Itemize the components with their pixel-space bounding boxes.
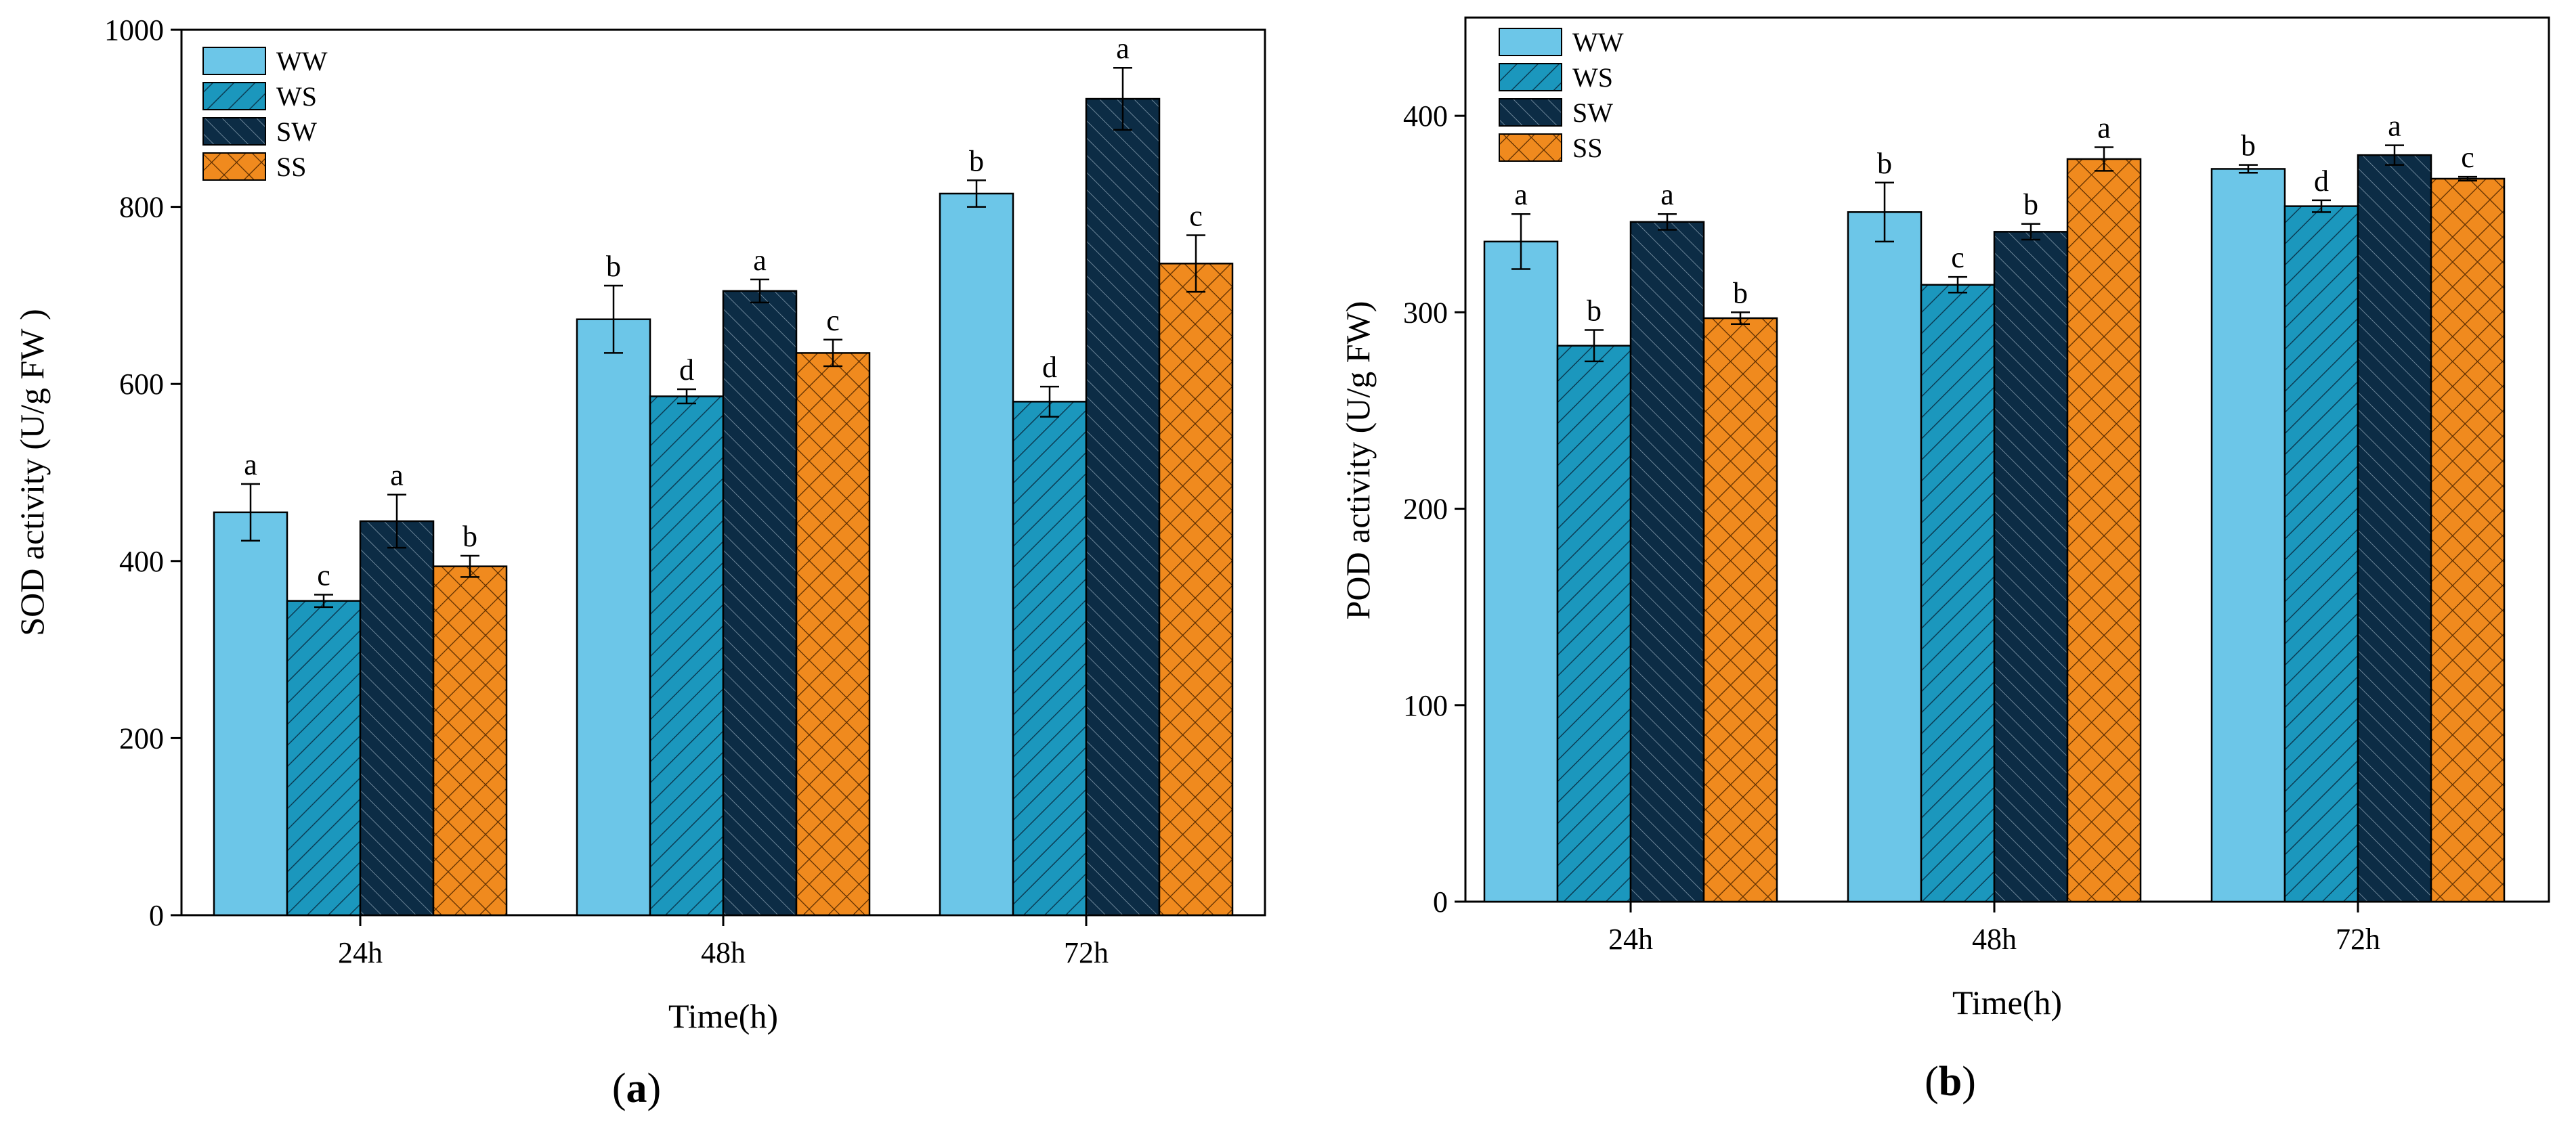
sod-significance-letter: c	[1189, 199, 1203, 232]
pod-y-tick-label: 200	[1403, 493, 1448, 526]
sod-significance-letter: d	[1042, 351, 1057, 384]
sod-bar-sw	[1085, 97, 1161, 917]
sod-legend-label-sw: SW	[276, 116, 317, 147]
pod-significance-letter: b	[2241, 129, 2256, 162]
sod-bar-ws	[1012, 401, 1088, 917]
pod-significance-letter: a	[2097, 112, 2111, 145]
pod-bar-ww	[1483, 240, 1559, 903]
pod-bar-ww	[2210, 168, 2286, 903]
sod-bar-ww	[576, 318, 651, 917]
sod-bar-ss	[432, 565, 508, 917]
pod-significance-letter: b	[1587, 294, 1602, 327]
pod-x-tick-label: 24h	[1608, 923, 1653, 956]
pod-legend-label-ss: SS	[1572, 133, 1603, 163]
pod-legend: WW WS SW SS	[1499, 27, 1624, 163]
sod-y-tick-label: 800	[119, 191, 164, 224]
pod-legend-label-ws: WS	[1572, 62, 1613, 93]
sod-significance-letter: b	[606, 250, 621, 283]
sod-x-axis-title: Time(h)	[668, 997, 778, 1035]
pod-y-tick-label: 400	[1403, 100, 1448, 133]
sod-significance-letter: a	[1116, 32, 1130, 65]
panel-label-b: (b)	[1925, 1059, 1976, 1105]
sod-y-axis: 0 200 400 600 800 1000	[104, 14, 181, 932]
pod-bar-ws	[2283, 205, 2359, 903]
sod-x-tick-label: 24h	[338, 936, 383, 969]
pod-significance-letter: a	[1660, 178, 1674, 211]
sod-legend-label-ws: WS	[276, 81, 317, 112]
pod-significance-letter: a	[2388, 110, 2401, 143]
sod-legend-swatch-ws	[202, 82, 266, 110]
sod-y-tick-label: 600	[119, 368, 164, 401]
pod-legend-label-sw: SW	[1572, 97, 1613, 128]
sod-y-tick-label: 0	[149, 899, 164, 932]
sod-bar-sw	[722, 290, 798, 917]
sod-bar-ws	[286, 600, 362, 917]
pod-legend-swatch-ss	[1499, 133, 1562, 162]
pod-y-tick-label: 300	[1403, 296, 1448, 329]
pod-bar-ww	[1847, 211, 1923, 903]
pod-bar-ss	[2066, 158, 2142, 903]
sod-bar-ww	[213, 511, 288, 917]
pod-bar-ws	[1556, 345, 1632, 903]
pod-significance-letter: b	[1877, 147, 1892, 180]
pod-x-axis: 24h 48h 72h	[1608, 902, 2380, 956]
pod-bar-ws	[1920, 284, 1996, 903]
pod-x-tick-label: 48h	[1972, 923, 2017, 956]
sod-legend-swatch-ss	[202, 152, 266, 181]
sod-y-tick-label: 400	[119, 545, 164, 578]
pod-bar-ss	[2430, 177, 2506, 903]
sod-y-tick-label: 200	[119, 722, 164, 755]
sod-bar-sw	[359, 520, 435, 917]
sod-bar-ss	[795, 352, 871, 917]
sod-legend-label-ww: WW	[276, 46, 328, 76]
sod-bar-ws	[649, 395, 725, 917]
pod-significance-letter: d	[2314, 164, 2329, 198]
sod-bar-ww	[939, 192, 1014, 917]
pod-significance-letter: b	[2023, 188, 2038, 221]
sod-significance-letter: d	[679, 353, 694, 387]
pod-legend-label-ww: WW	[1572, 27, 1624, 58]
pod-x-tick-label: 72h	[2336, 923, 2380, 956]
pod-y-tick-label: 0	[1433, 885, 1448, 919]
pod-bar-sw	[1993, 231, 2069, 903]
panel-label-a: (a)	[612, 1065, 661, 1111]
pod-y-axis: 0 100 200 300 400	[1403, 100, 1465, 919]
pod-y-axis-title: POD activity (U/g FW)	[1339, 301, 1377, 620]
sod-significance-letter: c	[826, 304, 840, 337]
pod-legend-swatch-ws	[1499, 63, 1562, 91]
sod-legend-swatch-sw	[202, 117, 266, 146]
sod-bars: a b b c d d a a a b c c	[213, 32, 1234, 917]
sod-significance-letter: a	[753, 244, 767, 277]
sod-significance-letter: b	[463, 520, 477, 553]
pod-significance-letter: c	[1951, 241, 1965, 274]
pod-bar-sw	[2357, 154, 2432, 903]
pod-significance-letter: c	[2461, 141, 2474, 174]
pod-legend-swatch-sw	[1499, 98, 1562, 127]
sod-y-tick-label: 1000	[104, 14, 164, 47]
sod-significance-letter: a	[390, 459, 404, 492]
sod-x-tick-label: 72h	[1064, 936, 1109, 969]
sod-x-tick-label: 48h	[701, 936, 746, 969]
pod-y-tick-label: 100	[1403, 689, 1448, 722]
sod-significance-letter: b	[969, 144, 984, 177]
sod-legend-swatch-ww	[202, 47, 266, 75]
pod-significance-letter: a	[1514, 178, 1528, 211]
sod-significance-letter: c	[317, 559, 330, 592]
pod-bars: a b b b c d a b a b a c	[1483, 110, 2506, 903]
pod-bar-sw	[1629, 221, 1705, 903]
sod-x-axis: 24h 48h 72h	[338, 915, 1109, 969]
sod-chart: 0 200 400 600 800 1000 24h 48h 72h a b b c d d a a a b c c…	[13, 14, 1266, 1111]
pod-x-axis-title: Time(h)	[1952, 984, 2062, 1021]
pod-legend-swatch-ww	[1499, 28, 1562, 56]
sod-significance-letter: a	[244, 448, 257, 481]
pod-bar-ss	[1702, 317, 1778, 903]
sod-legend-label-ss: SS	[276, 152, 307, 182]
pod-significance-letter: b	[1733, 276, 1748, 309]
sod-legend: WW WS SW SS	[202, 46, 328, 182]
sod-y-axis-title: SOD activity (U/g FW )	[13, 309, 51, 636]
sod-bar-ss	[1158, 263, 1234, 917]
